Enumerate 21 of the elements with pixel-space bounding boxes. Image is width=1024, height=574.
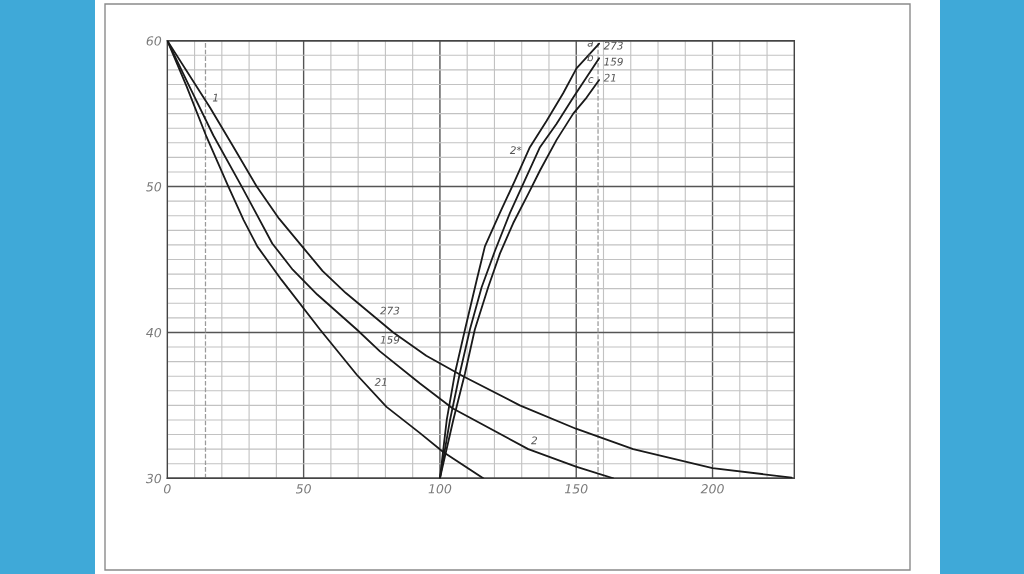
annotation: 21 [603, 73, 616, 82]
series-label: c [588, 77, 594, 84]
annotation: 159 [380, 335, 400, 344]
x-tick-label: 100 [428, 484, 452, 494]
y-tick-label: 60 [146, 36, 162, 46]
x-tick-label: 200 [700, 484, 724, 494]
x-tick-label: 0 [163, 484, 171, 494]
y-tick-label: 40 [146, 327, 162, 338]
y-tick-label: 30 [145, 473, 162, 484]
y-tick-label: 50 [146, 182, 162, 192]
annotation: 273 [603, 41, 623, 50]
x-tick-label: 150 [564, 484, 588, 494]
annotation: 2 [531, 436, 538, 445]
annotation: 21 [374, 378, 387, 386]
annotation: 159 [604, 57, 623, 66]
annotation: 1 [212, 93, 218, 102]
annotation: 2* [509, 146, 522, 154]
annotation: 273 [380, 306, 400, 315]
x-tick-label: 50 [295, 484, 311, 494]
series-label: b [587, 53, 594, 62]
series-label: a [587, 40, 593, 47]
